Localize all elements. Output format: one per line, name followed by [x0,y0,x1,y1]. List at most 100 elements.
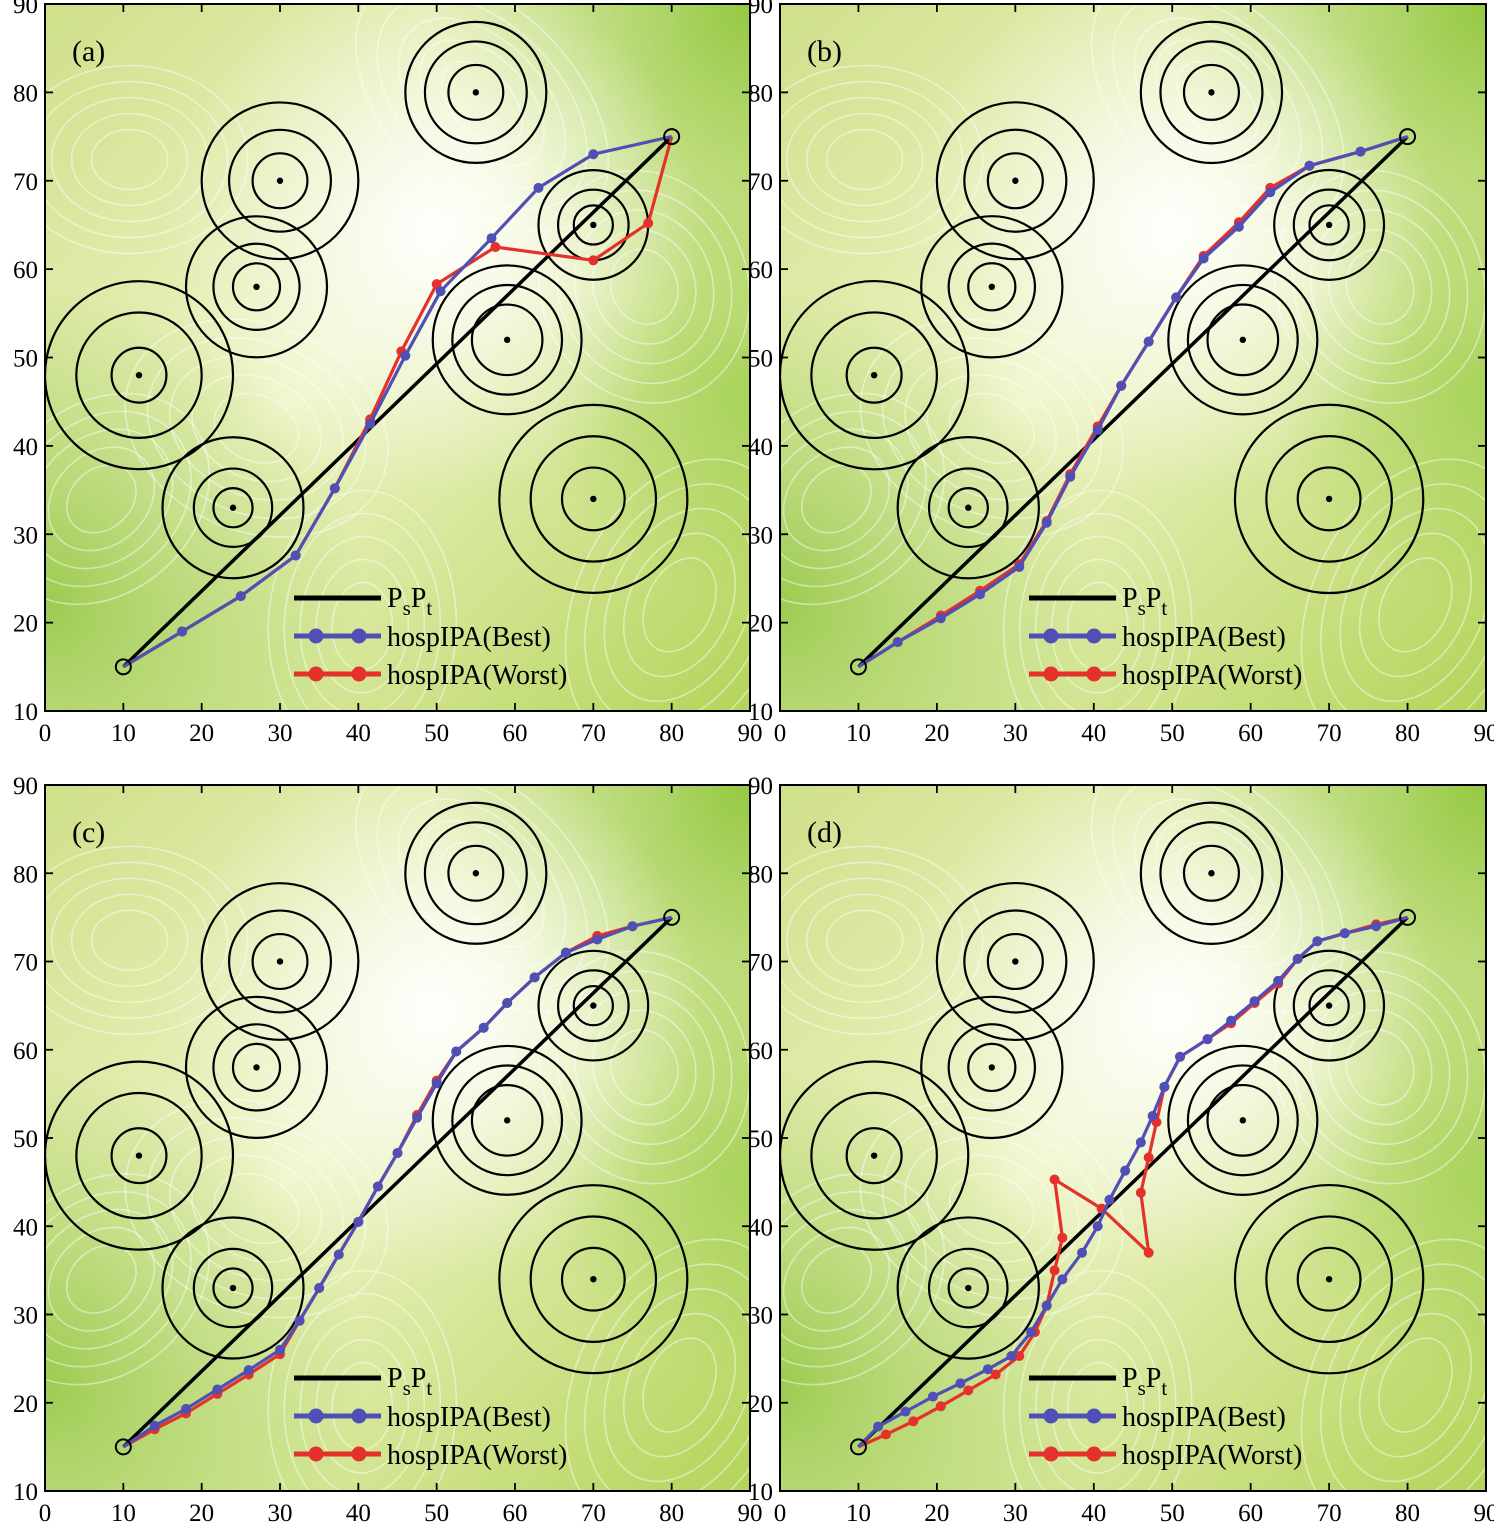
y-tick-label: 80 [748,80,773,107]
x-tick-label: 70 [581,720,606,747]
threat-center [253,283,260,290]
series-point [1006,1350,1017,1361]
threat-ring [498,1184,689,1375]
pspt-line [857,916,1409,1449]
threat-ring [227,128,333,233]
threat-center [870,371,878,379]
threat-ring [1186,1064,1299,1177]
legend-swatch-marker [1043,1408,1059,1424]
legend-swatch-marker [308,1446,324,1462]
series-point [1273,975,1284,986]
x-tick-label: 60 [503,720,528,747]
threat-center [253,1064,260,1071]
legend-swatch-marker [351,628,367,644]
threat-ring [947,242,1037,332]
y-tick-label: 80 [13,861,38,888]
y-tick-label: 60 [13,257,38,284]
threat-ring [251,932,309,991]
x-tick-label: 0 [774,1500,787,1527]
legend-swatch-marker [308,666,324,682]
legend-swatch-marker [1086,666,1102,682]
panel-label: (b) [807,35,842,68]
x-tick-label: 40 [1081,1500,1106,1527]
threat-center [229,504,237,511]
series-point [1198,253,1209,264]
threat-center [276,958,284,965]
x-tick-label: 80 [1395,1500,1420,1527]
threat-center [965,504,972,511]
series-point [927,1391,938,1402]
series-point [935,1401,946,1412]
series-point [892,637,903,648]
threat-ring [1182,844,1241,902]
series-point [1049,1265,1060,1276]
threat-center [472,89,480,96]
x-tick-label: 70 [1317,1500,1342,1527]
threat-ring [212,1023,301,1112]
series-point [900,1406,911,1417]
terrain-contours [45,4,750,711]
x-tick-label: 90 [1474,1500,1494,1527]
y-tick-label: 30 [748,522,773,549]
series-point [1120,1165,1131,1176]
legend-label: hospIPA(Worst) [1122,1440,1302,1471]
threat-ring [845,1127,903,1185]
x-tick-label: 0 [39,720,52,747]
threat-ring [45,280,235,471]
threat-center [1325,495,1333,503]
legend-swatch-marker [1086,1408,1102,1424]
threat-center [590,495,597,503]
threat-ring [1167,1044,1319,1196]
x-tick-label: 0 [39,1500,52,1527]
plot-background [780,785,1486,1491]
legend-label-pspt: PsPt [1122,583,1167,620]
series-point [1171,292,1182,303]
x-tick-label: 20 [924,1500,949,1527]
series-point [982,1364,993,1375]
threat-ring [1308,984,1350,1027]
threat-center [590,1276,597,1283]
series-point [880,1429,891,1440]
legend-label-pspt: PsPt [387,1363,432,1400]
threat-ring [935,101,1095,261]
target-point-marker [1399,128,1417,146]
legend-swatch-marker [1086,1446,1102,1462]
legend-label: hospIPA(Best) [387,1402,551,1433]
y-tick-label: 50 [748,346,773,373]
series-point [588,255,599,266]
threat-ring [1273,168,1386,281]
threat-ring [251,152,309,210]
series-point [1135,1187,1146,1198]
threat-ring [947,487,989,529]
series-point [1175,1051,1186,1062]
threat-ring [1273,949,1386,1062]
series-point [333,1249,344,1260]
series-point [1041,517,1052,528]
panel-a: 0 10 20 30 40 50 60 70 80 90102030405060708090(a)… [13,0,763,747]
series-point [975,589,986,600]
threat-ring [572,204,615,246]
x-tick-label: 90 [738,1500,763,1527]
y-tick-label: 20 [13,1391,38,1418]
series-line [122,135,673,669]
x-tick-label: 20 [189,1500,214,1527]
y-tick-label: 40 [748,1214,773,1241]
threat-ring [810,1091,938,1220]
y-tick-label: 40 [13,1214,38,1241]
start-point-marker [849,658,867,676]
threat-ring [1139,20,1284,165]
threat-ring [212,242,301,331]
threat-center [590,221,597,229]
series-point [588,149,599,160]
series-point [1057,1274,1068,1285]
series-best [857,915,1409,1449]
y-tick-label: 80 [13,80,38,107]
series-line [122,915,673,1449]
threat-ring [537,949,650,1062]
threat-ring [967,1042,1017,1093]
series-point [392,1148,403,1159]
series-point [1014,561,1025,572]
